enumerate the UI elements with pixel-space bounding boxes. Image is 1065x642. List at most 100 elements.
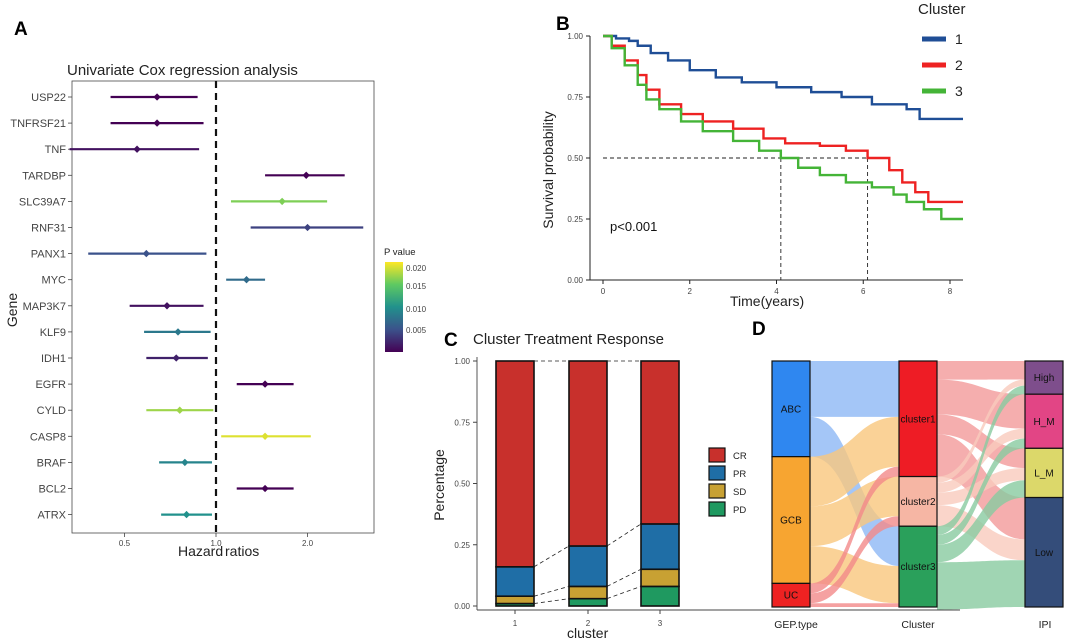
- panel-c: C Cluster Treatment Response 1.00 0.75 0.5…: [431, 330, 960, 641]
- y-tick-label: 0.50: [567, 154, 583, 163]
- hazard-ratio-point: [261, 484, 269, 493]
- x-tick-label: 1.0: [210, 539, 222, 548]
- flow-cluster1-to-High: [937, 361, 1025, 380]
- node-h-m: [1024, 393, 1064, 449]
- flow-ABC-to-cluster1: [810, 361, 899, 417]
- flow-GCB-to-cluster2: [810, 476, 899, 547]
- flow-cluster3-to-L_M: [937, 480, 1025, 563]
- legend-swatch: [708, 447, 726, 463]
- node-gcb: [771, 456, 811, 584]
- legend-swatch: [708, 465, 726, 481]
- bar-sd-cluster-2: [568, 585, 608, 600]
- hazard-ratio-point: [261, 432, 269, 440]
- x-tick-label: 8: [948, 287, 953, 296]
- flow-cluster2-to-L_M: [937, 468, 1025, 506]
- sankey-axis-label: IPI: [1039, 619, 1052, 631]
- legend-label: PR: [733, 469, 746, 480]
- panel-d: D ABC GCB UC cluster1 cluster2 cluster3 High H_…: [752, 319, 1064, 631]
- y-tick-label: 0.25: [567, 215, 583, 224]
- node-uc: [771, 582, 811, 608]
- node-label: High: [1034, 373, 1055, 384]
- x-tick-label: 3: [658, 619, 663, 628]
- colorbar-tick: 0.015: [406, 282, 427, 291]
- panel-b-letter: B: [556, 14, 570, 35]
- flow-cluster3-to-High: [937, 385, 1025, 535]
- y-tick-label: 0.75: [567, 93, 583, 102]
- bar-cr-cluster-3: [640, 360, 680, 525]
- hazard-ratio-point: [153, 119, 161, 127]
- legend-label: PD: [733, 505, 746, 516]
- gene-label: USP22: [31, 92, 66, 104]
- node-label: cluster3: [900, 562, 935, 573]
- bar-sd-cluster-3: [640, 568, 680, 588]
- bar-sd-cluster-1: [495, 595, 535, 605]
- gene-label: BRAF: [37, 457, 67, 469]
- node-label: Low: [1035, 548, 1054, 559]
- node-label: GCB: [780, 516, 802, 527]
- bar-pr-cluster-1: [495, 565, 535, 597]
- sankey-axis-label: Cluster: [901, 619, 935, 631]
- panel-c-letter: C: [444, 330, 458, 351]
- legend-label: SD: [733, 487, 746, 498]
- hazard-ratio-point: [142, 249, 151, 258]
- node-label: H_M: [1033, 417, 1054, 428]
- node-cluster3: [898, 525, 938, 608]
- x-tick-label: 6: [861, 287, 866, 296]
- panel-d-letter: D: [752, 319, 766, 340]
- gene-label: CASP8: [30, 431, 66, 443]
- stack-y-axis-title: Percentage: [431, 449, 447, 521]
- x-tick-label: 0: [601, 287, 606, 296]
- node-abc: [771, 360, 811, 458]
- legend-label: 1: [955, 31, 963, 47]
- gene-label: BCL2: [38, 484, 66, 496]
- y-tick-label: 1.00: [454, 357, 470, 366]
- hazard-ratio-point: [181, 458, 189, 467]
- node-low: [1024, 496, 1064, 608]
- y-tick-label: 0.75: [454, 418, 470, 427]
- stack-x-axis-title: cluster: [567, 625, 609, 641]
- hazard-ratio-point: [242, 276, 251, 284]
- y-tick-label: 0.00: [454, 602, 470, 611]
- gene-label: CYLD: [37, 405, 66, 417]
- x-tick-label: 2.0: [302, 539, 314, 548]
- hazard-ratio-point: [133, 145, 141, 153]
- flow-cluster1-to-H_M: [937, 379, 1025, 429]
- node-high: [1024, 360, 1064, 395]
- bar-connector: [533, 545, 570, 568]
- bar-connector: [606, 586, 642, 600]
- hazard-ratio-point: [302, 171, 310, 179]
- y-tick-label: 1.00: [567, 32, 583, 41]
- forest-y-axis-title: Gene: [4, 293, 20, 327]
- km-curve-cluster-3: [603, 34, 963, 221]
- x-tick-label: 0.5: [119, 539, 131, 548]
- bar-pd-cluster-3: [640, 585, 680, 607]
- node-label: cluster2: [900, 497, 935, 508]
- y-tick-label: 0.50: [454, 480, 470, 489]
- hazard-ratio-point: [163, 302, 171, 310]
- node-label: L_M: [1034, 468, 1053, 479]
- x-tick-label: 4: [774, 287, 779, 296]
- node-label: ABC: [781, 404, 802, 415]
- km-y-axis-title: Survival probability: [540, 111, 556, 229]
- legend-label: 3: [955, 83, 963, 99]
- flow-GCB-to-cluster1: [810, 416, 899, 507]
- hazard-ratio-point: [153, 93, 161, 101]
- flow-cluster3-to-H_M: [937, 438, 1025, 545]
- pvalue-legend-title: P value: [384, 247, 416, 258]
- legend-swatch: [708, 501, 726, 517]
- bar-pr-cluster-3: [640, 523, 680, 571]
- y-tick-label: 0.00: [567, 276, 583, 285]
- bar-connector: [533, 586, 570, 597]
- colorbar-tick: 0.005: [406, 326, 427, 335]
- gene-label: ATRX: [37, 510, 66, 522]
- panel-a-title: Univariate Cox regression analysis: [67, 62, 298, 79]
- x-tick-label: 2: [688, 287, 693, 296]
- flow-UC-to-cluster2: [810, 516, 899, 604]
- gene-label: SLC39A7: [19, 196, 66, 208]
- km-curve-cluster-1: [603, 34, 963, 121]
- forest-x-axis-title-left: Hazard: [178, 543, 223, 559]
- gene-label: MAP3K7: [23, 301, 66, 313]
- flow-cluster2-to-High: [937, 379, 1025, 483]
- gene-label: MYC: [42, 275, 67, 287]
